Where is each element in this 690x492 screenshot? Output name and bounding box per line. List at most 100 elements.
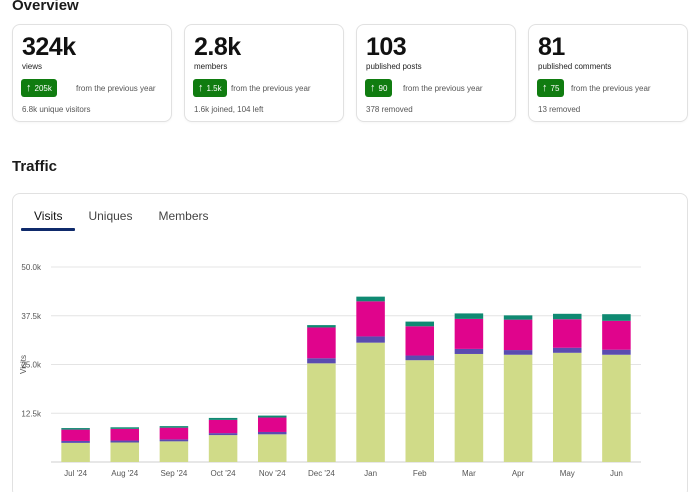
overview-title: Overview	[12, 0, 79, 14]
bar-segment-series-1	[110, 442, 140, 462]
x-tick-label: Jul '24	[64, 469, 87, 478]
posts-card: 103 published posts ↑ 90 from the previo…	[356, 24, 516, 122]
bar-segment-series-2	[61, 440, 90, 443]
card-label: published posts	[366, 62, 422, 71]
bar-segment-series-1	[552, 352, 582, 462]
bar-segment-series-2	[257, 431, 287, 435]
trend-badge: ↑ 1.5k	[193, 79, 227, 97]
card-value: 2.8k	[194, 33, 241, 61]
bar-segment-series-1	[405, 360, 435, 462]
tab-uniques[interactable]: Uniques	[88, 209, 133, 223]
x-tick-label: Jun	[610, 469, 623, 478]
bar-segment-series-3	[405, 326, 435, 356]
bar-segment-series-3	[307, 327, 336, 359]
bar-segment-series-4	[208, 417, 238, 420]
bar-segment-series-2	[602, 349, 631, 355]
comments-card: 81 published comments ↑ 75 from the prev…	[528, 24, 688, 122]
views-card: 324k views ↑ 205k from the previous year…	[12, 24, 172, 122]
bar-segment-series-2	[356, 336, 385, 343]
y-axis-label: Visits	[19, 355, 28, 374]
bar-segment-series-2	[405, 355, 435, 361]
bar-segment-series-4	[405, 321, 435, 327]
members-card: 2.8k members ↑ 1.5k from the previous ye…	[184, 24, 344, 122]
card-value: 81	[538, 33, 565, 61]
x-tick-label: Sep '24	[160, 469, 187, 478]
bar-segment-series-3	[110, 428, 140, 441]
card-label: published comments	[538, 62, 612, 71]
bar-segment-series-3	[257, 417, 287, 432]
bar-segment-series-3	[552, 319, 582, 348]
bar-segment-series-2	[208, 433, 238, 436]
bar-segment-series-3	[208, 419, 238, 434]
y-tick-label: 50.0k	[21, 263, 42, 272]
bar-segment-series-3	[602, 320, 631, 350]
trend-badge-value: 205k	[34, 83, 52, 93]
bar-segment-series-4	[454, 313, 484, 319]
bar-segment-series-3	[159, 427, 189, 440]
trend-badge: ↑ 90	[365, 79, 393, 97]
trend-text: from the previous year	[76, 84, 156, 93]
card-subtext: 6.8k unique visitors	[22, 105, 91, 114]
trend-text: from the previous year	[571, 84, 651, 93]
card-subtext: 1.6k joined, 104 left	[194, 105, 264, 114]
bar-segment-series-1	[454, 353, 484, 462]
arrow-up-icon: ↑	[370, 81, 376, 94]
trend-badge-value: 1.5k	[206, 83, 222, 93]
y-tick-label: 12.5k	[21, 409, 42, 418]
bar-segment-series-2	[159, 439, 189, 442]
x-tick-label: Dec '24	[308, 469, 335, 478]
x-tick-label: Oct '24	[211, 469, 237, 478]
traffic-title: Traffic	[12, 158, 58, 175]
bar-segment-series-1	[159, 441, 189, 462]
x-tick-label: Feb	[413, 469, 427, 478]
card-subtext: 13 removed	[538, 105, 581, 114]
bar-segment-series-2	[307, 358, 336, 364]
tab-visits[interactable]: Visits	[21, 209, 76, 231]
bar-segment-series-4	[356, 296, 385, 302]
bar-segment-series-4	[61, 428, 90, 430]
bar-segment-series-2	[503, 350, 533, 355]
trend-text: from the previous year	[231, 84, 311, 93]
bar-segment-series-2	[110, 440, 140, 443]
trend-badge: ↑ 205k	[21, 79, 57, 97]
bar-segment-series-4	[257, 415, 287, 418]
traffic-panel: Visits Uniques Members 12.5k 25.0k 37.5k 50…	[12, 193, 688, 492]
trend-badge-value: 90	[378, 83, 388, 93]
bar-segment-series-2	[454, 348, 484, 354]
y-tick-label: 37.5k	[21, 312, 42, 321]
bar-segment-series-3	[503, 319, 533, 351]
card-subtext: 378 removed	[366, 105, 413, 114]
trend-text: from the previous year	[403, 84, 483, 93]
x-tick-label: Nov '24	[259, 469, 286, 478]
y-tick-label: 25.0k	[21, 361, 42, 370]
bar-segment-series-1	[602, 354, 631, 462]
bar-segment-series-1	[503, 354, 533, 462]
trend-badge: ↑ 75	[537, 79, 565, 97]
card-label: members	[194, 62, 228, 71]
bar-segment-series-1	[61, 442, 90, 462]
arrow-up-icon: ↑	[198, 81, 204, 94]
bar-segment-series-1	[307, 363, 336, 462]
bar-segment-series-4	[159, 426, 189, 428]
card-value: 324k	[22, 33, 76, 61]
x-tick-label: Apr	[512, 469, 525, 478]
bar-segment-series-4	[503, 315, 533, 320]
bar-segment-series-4	[552, 313, 582, 320]
visits-chart: 12.5k 25.0k 37.5k 50.0k Visits Jul '24 Aug '24…	[19, 263, 641, 478]
bar-segment-series-4	[602, 314, 631, 321]
x-tick-label: Jan	[364, 469, 377, 478]
x-tick-label: Mar	[462, 469, 476, 478]
tab-members[interactable]: Members	[158, 209, 209, 223]
bar-segment-series-3	[61, 429, 90, 441]
bar-segment-series-1	[208, 435, 238, 462]
arrow-up-icon: ↑	[542, 81, 548, 94]
bar-segment-series-1	[356, 342, 385, 462]
x-tick-label: Aug '24	[111, 469, 138, 478]
bar-segment-series-3	[454, 318, 484, 349]
arrow-up-icon: ↑	[26, 81, 32, 94]
bar-segment-series-4	[110, 427, 140, 429]
trend-badge-value: 75	[550, 83, 560, 93]
bar-segment-series-4	[307, 325, 336, 328]
card-value: 103	[366, 33, 407, 61]
bar-segment-series-1	[257, 434, 287, 462]
